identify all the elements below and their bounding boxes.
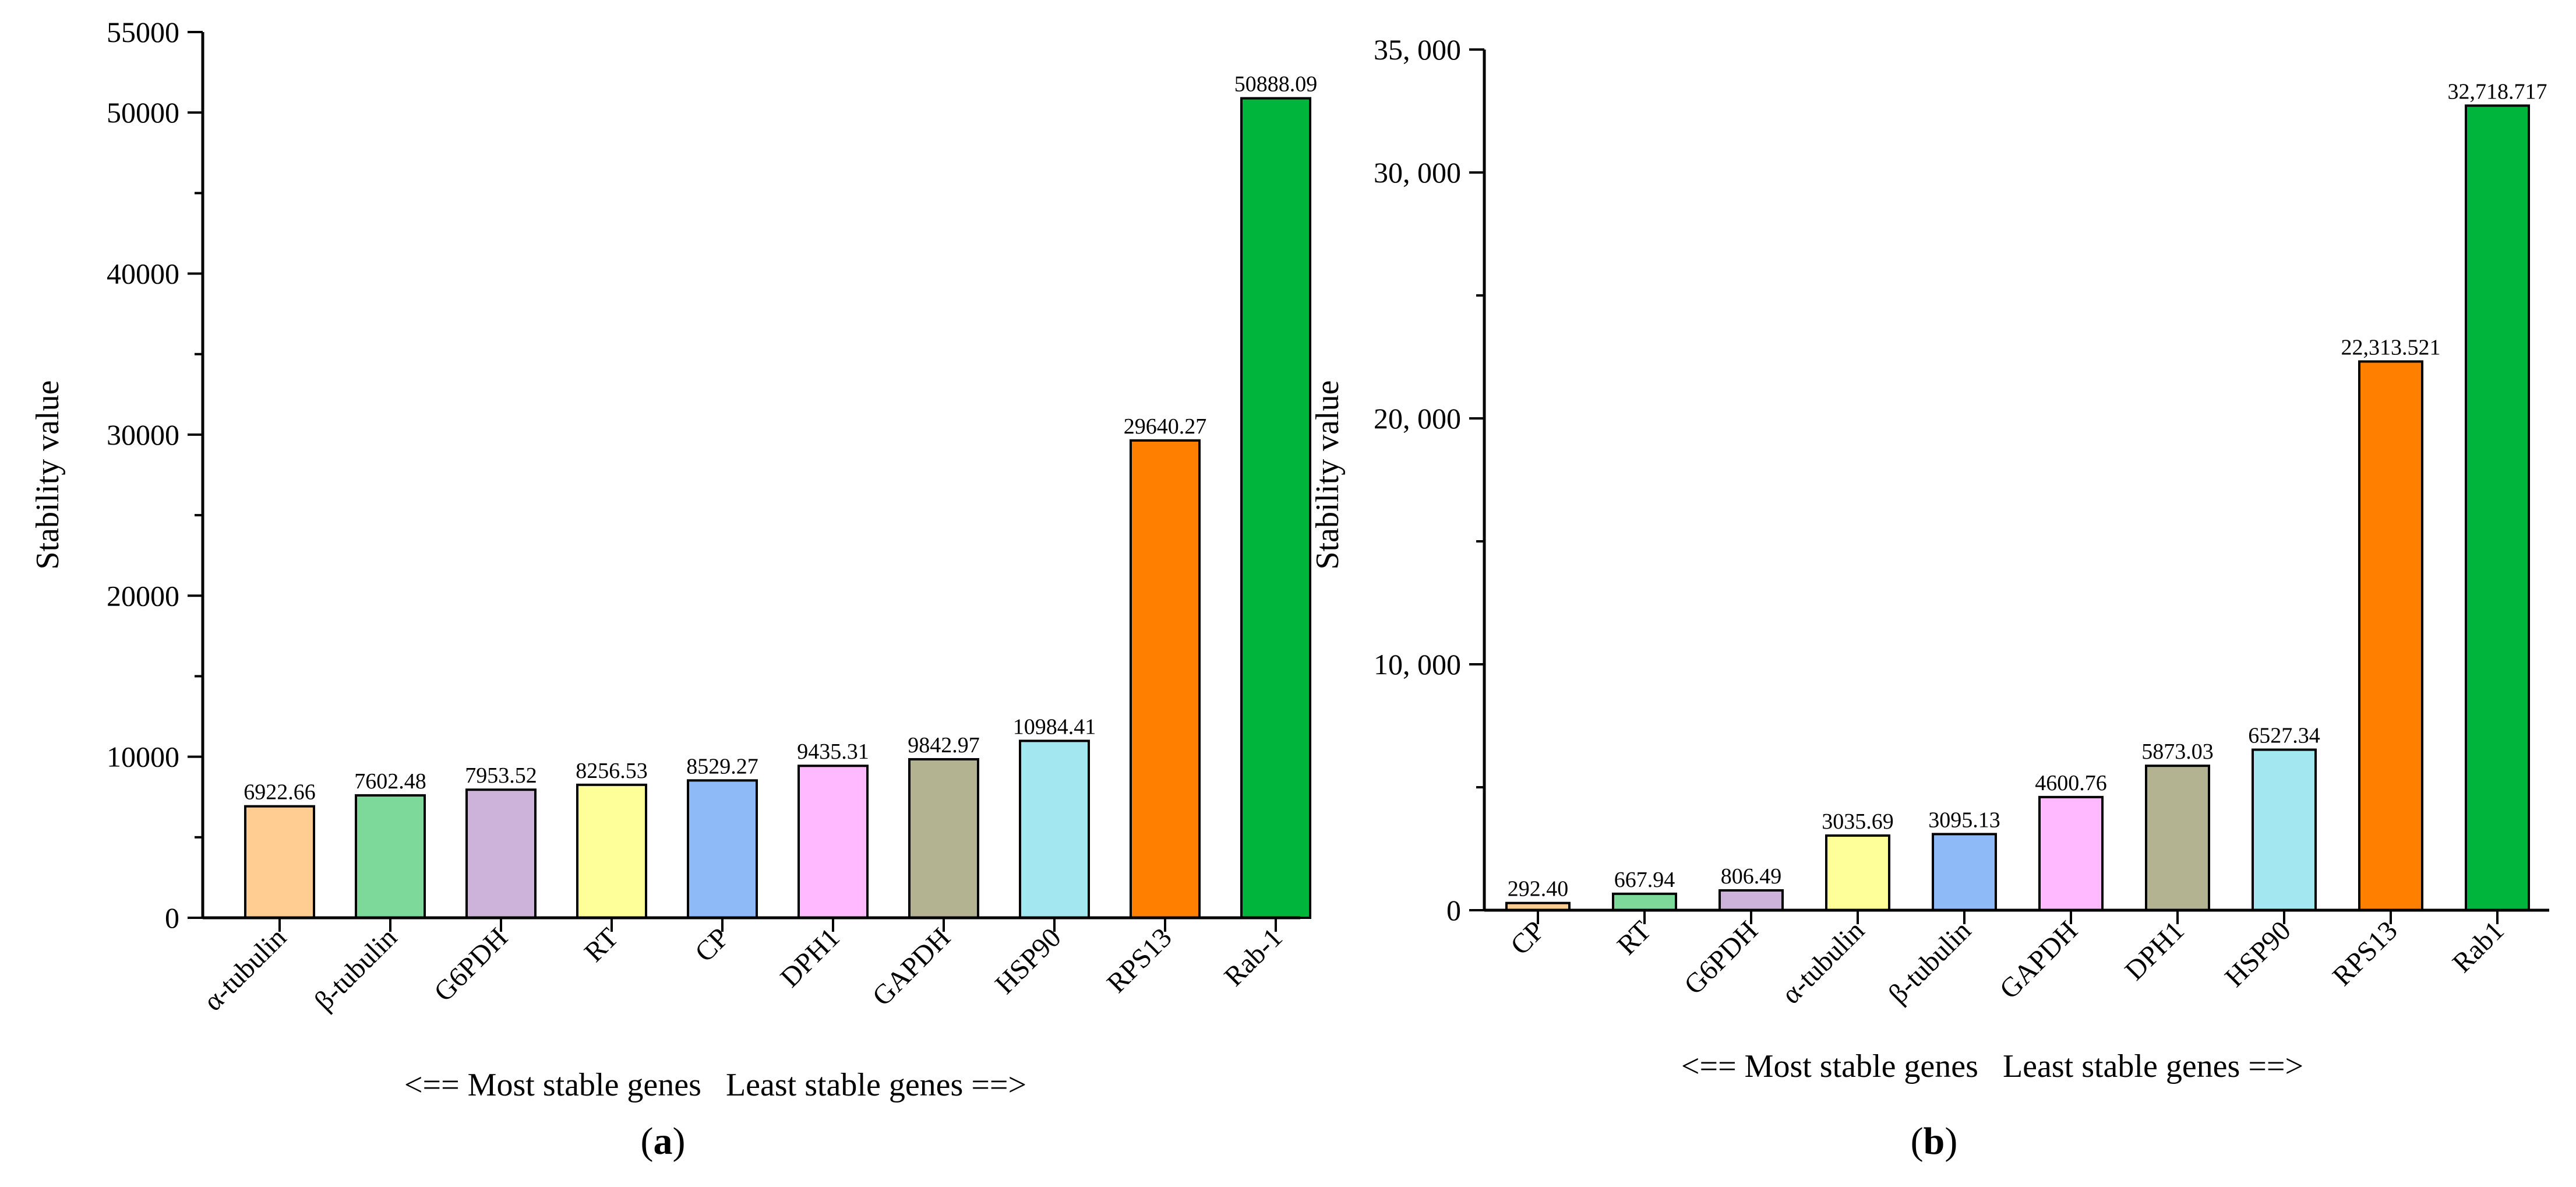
data-label-3: 7953.52 (465, 763, 537, 788)
panel-label-letter: a (654, 1120, 673, 1163)
x-tick-label: GAPDH (1993, 915, 2083, 1005)
x-tick-label: HSP90 (989, 922, 1067, 1000)
y-tick-label: 30, 000 (1374, 156, 1461, 189)
y-tick-label: 40000 (107, 258, 179, 290)
x-tick-label: RT (1611, 915, 1657, 961)
x-tick-label: α-tubulin (1776, 915, 1871, 1010)
x-tick-label: RPS13 (2327, 915, 2404, 992)
data-label-8: 10984.41 (1013, 714, 1096, 739)
y-tick-label: 30000 (107, 418, 179, 451)
bar-3 (1718, 889, 1784, 911)
y-axis-title: Stability value (1310, 380, 1346, 569)
data-label-10: 32,718.717 (2448, 79, 2547, 104)
x-tick-label: α-tubulin (197, 922, 292, 1017)
bar-9 (1130, 439, 1201, 919)
x-tick-label: HSP90 (2219, 915, 2297, 993)
bar-8 (2252, 748, 2317, 911)
bar-2 (355, 794, 426, 920)
panel-label-close: ) (673, 1120, 686, 1163)
data-label-9: 29640.27 (1124, 414, 1207, 439)
data-label-7: 9842.97 (908, 733, 980, 758)
x-tick-label: Rab1 (2447, 915, 2510, 978)
y-tick-label: 10000 (107, 741, 179, 773)
y-tick-label: 10, 000 (1374, 648, 1461, 681)
data-label-6: 4600.76 (2035, 771, 2107, 795)
bar-1 (244, 805, 315, 920)
data-label-4: 8256.53 (576, 759, 648, 783)
y-tick-label: 20, 000 (1374, 402, 1461, 435)
y-tick-label: 0 (1446, 894, 1461, 927)
x-tick-label: GAPDH (866, 922, 956, 1012)
bar-10 (2465, 104, 2530, 911)
bar-7 (908, 758, 979, 919)
data-label-2: 667.94 (1614, 868, 1675, 892)
panel-label-open: ( (1911, 1120, 1924, 1163)
y-axis-title: Stability value (30, 380, 66, 569)
data-label-6: 9435.31 (797, 739, 869, 764)
panel-label-open: ( (641, 1120, 654, 1163)
bar-2 (1612, 892, 1677, 912)
panel-label: (a) (641, 1120, 686, 1163)
data-label-7: 5873.03 (2141, 739, 2214, 764)
x-tick-label: G6PDH (428, 922, 514, 1008)
x-tick-label: RPS13 (1101, 922, 1178, 999)
y-tick-label: 0 (165, 901, 179, 934)
bar-4 (576, 783, 647, 920)
chart-panel-a: 6922.66 7602.48 7953.52 8256.53 8529.27 9435.… (30, 16, 1317, 1163)
x-tick-label: β-tubulin (309, 922, 403, 1016)
x-tick-label: CP (1505, 915, 1551, 961)
data-label-8: 6527.34 (2248, 724, 2320, 748)
data-label-10: 50888.09 (1234, 72, 1318, 97)
panel-label-letter: b (1924, 1120, 1945, 1163)
data-label-1: 292.40 (1508, 877, 1569, 901)
x-tick-label: DPH1 (774, 922, 845, 993)
bar-8 (1019, 739, 1090, 920)
x-tick-label: RT (578, 922, 624, 968)
bar-7 (2145, 765, 2210, 911)
y-tick-label: 55000 (107, 16, 179, 48)
y-tick-label: 20000 (107, 579, 179, 612)
panel-label-close: ) (1945, 1120, 1957, 1163)
bar-5 (687, 779, 758, 919)
x-axis-title: <== Most stable genes Least stable genes… (404, 1067, 1026, 1103)
x-tick-label: DPH1 (2119, 915, 2190, 986)
x-tick-label: β-tubulin (1883, 915, 1977, 1009)
data-label-5: 3095.13 (1928, 808, 2000, 832)
x-tick-label: Rab-1 (1218, 922, 1288, 992)
y-tick-label: 35, 000 (1374, 33, 1461, 66)
data-label-2: 7602.48 (354, 769, 426, 794)
data-label-9: 22,313.521 (2341, 335, 2441, 360)
x-tick-label: G6PDH (1678, 915, 1764, 1001)
panel-label: (b) (1911, 1120, 1958, 1163)
bar-4 (1825, 834, 1890, 912)
data-label-3: 806.49 (1721, 864, 1782, 889)
data-label-5: 8529.27 (686, 754, 758, 779)
data-label-4: 3035.69 (1822, 809, 1894, 834)
bar-6 (797, 765, 869, 919)
x-axis-title: <== Most stable genes Least stable genes… (1681, 1048, 2303, 1084)
bar-5 (1932, 833, 1997, 911)
chart-panel-b: 292.40 667.94 806.49 3035.69 3095.13 4600.76 5… (1310, 33, 2549, 1163)
data-label-1: 6922.66 (244, 780, 316, 805)
y-tick-label: 50000 (107, 96, 179, 129)
bar-3 (465, 788, 537, 919)
bar-9 (2358, 360, 2423, 911)
bar-6 (2038, 795, 2104, 911)
bar-10 (1240, 97, 1311, 920)
x-tick-label: CP (689, 922, 735, 968)
